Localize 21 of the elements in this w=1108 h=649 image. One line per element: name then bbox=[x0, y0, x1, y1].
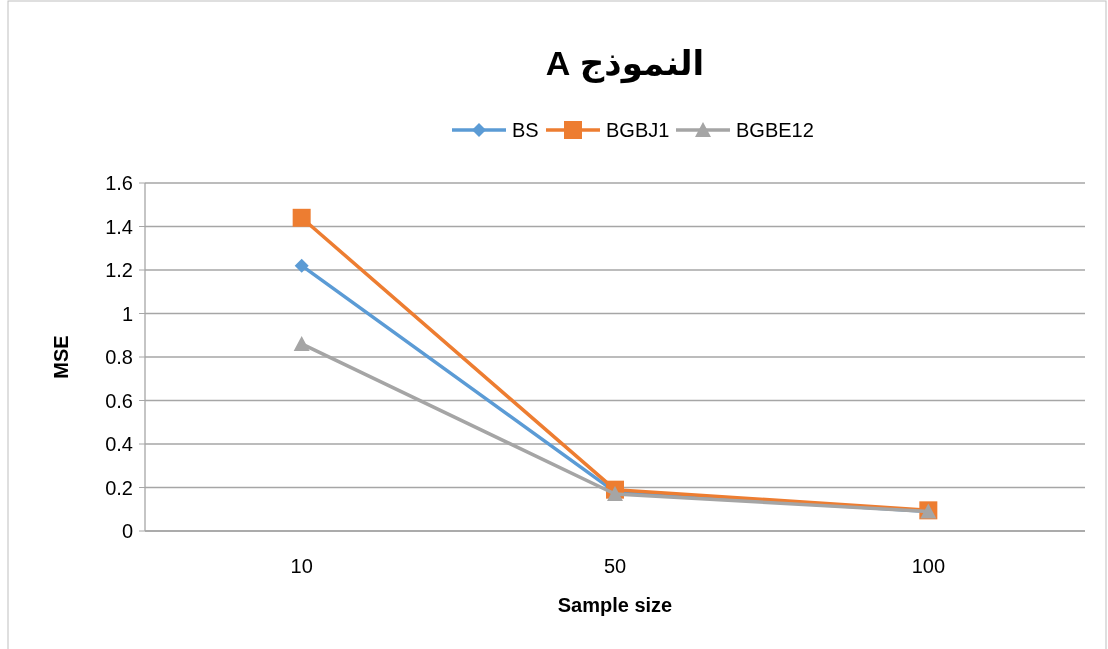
y-tick-label: 1.6 bbox=[105, 172, 133, 194]
y-tick-label: 1 bbox=[121, 302, 133, 325]
point bbox=[293, 335, 310, 351]
point bbox=[292, 208, 311, 227]
y-tick-label: 1.4 bbox=[105, 215, 133, 238]
x-tick-label: 10 bbox=[290, 555, 313, 577]
y-tick-label: 0.2 bbox=[105, 476, 133, 499]
x-tick-label: 50 bbox=[603, 555, 627, 577]
point bbox=[294, 258, 309, 273]
legend-label: BGBE12 bbox=[736, 119, 814, 141]
legend-label: BS bbox=[512, 119, 539, 141]
y-tick-label: 0.8 bbox=[105, 346, 133, 368]
x-axis-title: Sample size bbox=[557, 594, 673, 616]
y-tick-label: 0.4 bbox=[105, 433, 133, 455]
y-tick-label: 0 bbox=[121, 520, 133, 542]
x-tick-label: 100 bbox=[911, 555, 946, 577]
y-axis-title: MSE bbox=[50, 335, 72, 379]
legend-label: BGBJ1 bbox=[606, 119, 670, 141]
y-tick-label: 1.2 bbox=[105, 259, 133, 281]
chart-title: النموذج A bbox=[545, 44, 705, 84]
y-tick-label: 0.6 bbox=[105, 389, 133, 412]
